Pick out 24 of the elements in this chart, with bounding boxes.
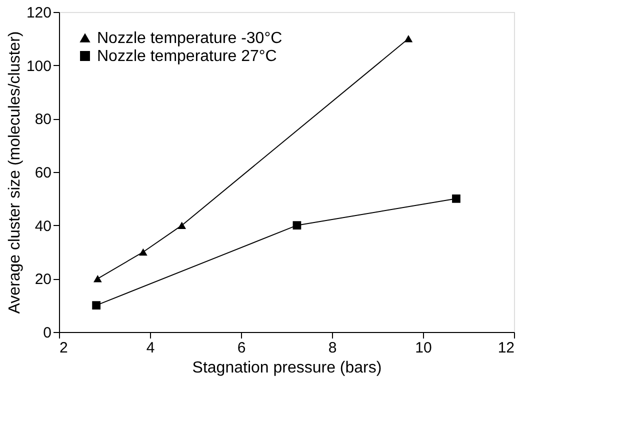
legend-label: Nozzle temperature 27°C — [97, 48, 277, 65]
x-tick-label: 4 — [146, 340, 155, 356]
point — [138, 248, 148, 256]
x-tick-label: 10 — [415, 340, 432, 356]
y-tick-label: 80 — [34, 111, 52, 128]
y-tick-label: 20 — [34, 271, 52, 288]
x-tick-label: 12 — [498, 340, 514, 356]
x-tick-label: 8 — [328, 340, 337, 356]
x-axis-title: Stagnation pressure (bars) — [192, 360, 382, 376]
x-tick-label: 2 — [60, 340, 68, 356]
y-tick-label: 60 — [34, 164, 52, 182]
point — [292, 221, 302, 230]
x-tick-label: 6 — [237, 340, 246, 356]
y-axis-title: Average cluster size (molecules/cluster) — [6, 31, 24, 314]
point — [404, 35, 413, 42]
point — [92, 301, 100, 310]
y-tick-label: 120 — [26, 4, 52, 22]
y-tick-label: 100 — [26, 58, 52, 75]
point — [452, 194, 460, 203]
point — [178, 222, 186, 229]
y-tick-label: 40 — [34, 218, 52, 235]
point — [93, 275, 102, 282]
legend-label: Nozzle temperature -30°C — [97, 30, 282, 47]
y-tick-label: 0 — [43, 324, 52, 342]
